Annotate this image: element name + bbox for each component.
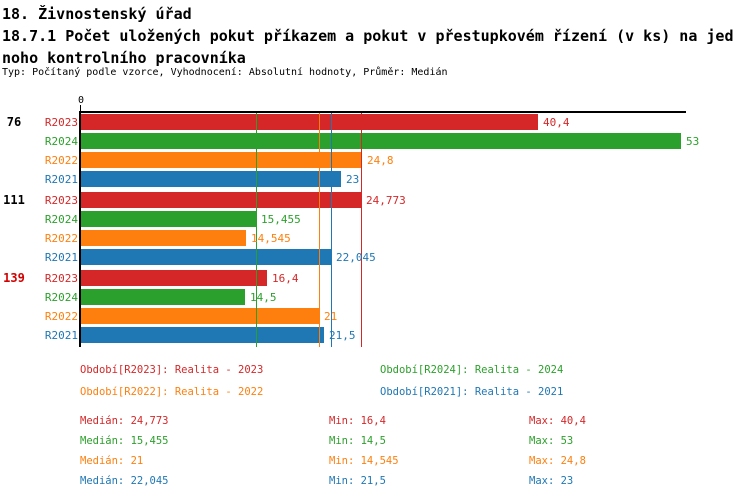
x-axis-line [80, 111, 686, 113]
legend-item-r2023: Období[R2023]: Realita - 2023 [80, 364, 264, 376]
category-label: 76 [6, 115, 22, 129]
bar [81, 249, 331, 265]
median-line [361, 113, 362, 347]
bar [81, 152, 362, 168]
bar-value-label: 15,455 [261, 213, 301, 226]
bar-value-label: 24,773 [366, 194, 406, 207]
bar-value-label: 24,8 [367, 154, 394, 167]
bar [81, 171, 341, 187]
series-row-label: R2021 [44, 329, 78, 342]
bar [81, 192, 361, 208]
bar-value-label: 22,045 [336, 251, 376, 264]
stat-median-r2021: Medián: 22,045 [80, 475, 169, 487]
bar-value-label: 53 [686, 135, 700, 148]
series-row-label: R2022 [44, 232, 78, 245]
axis-zero-tick [80, 105, 81, 111]
bar [81, 211, 256, 227]
bar [81, 230, 246, 246]
legend-item-r2022: Období[R2022]: Realita - 2022 [80, 386, 264, 398]
series-row-label: R2024 [44, 291, 78, 304]
series-row-label: R2022 [44, 154, 78, 167]
stat-median-r2023: Medián: 24,773 [80, 415, 169, 427]
series-row-label: R2024 [44, 213, 78, 226]
legend-item-r2021: Období[R2021]: Realita - 2021 [380, 386, 564, 398]
category-label: 139 [3, 271, 25, 285]
median-line [331, 113, 332, 347]
series-row-label: R2021 [44, 251, 78, 264]
bar [81, 327, 324, 343]
stat-max-r2021: Max: 23 [529, 475, 574, 487]
report-section-title: 18. Živnostenský úřad [2, 5, 192, 23]
series-row-label: R2023 [44, 116, 78, 129]
chart-meta-line: Typ: Počítaný podle vzorce, Vyhodnocení:… [2, 67, 448, 78]
stat-median-r2022: Medián: 21 [80, 455, 144, 467]
bar-value-label: 14,545 [251, 232, 291, 245]
bar-value-label: 21 [324, 310, 338, 323]
median-line [256, 113, 257, 347]
bar-value-label: 40,4 [543, 116, 570, 129]
series-row-label: R2023 [44, 272, 78, 285]
bar [81, 133, 681, 149]
stat-min-r2023: Min: 16,4 [329, 415, 386, 427]
bar [81, 289, 245, 305]
chart-title-line2: noho kontrolního pracovníka [2, 49, 246, 67]
series-row-label: R2022 [44, 310, 78, 323]
y-axis-line [79, 111, 81, 347]
axis-zero-label: 0 [77, 95, 85, 106]
bar-value-label: 16,4 [272, 272, 299, 285]
stat-max-r2022: Max: 24,8 [529, 455, 586, 467]
bar [81, 114, 538, 130]
stat-median-r2024: Medián: 15,455 [80, 435, 169, 447]
series-row-label: R2023 [44, 194, 78, 207]
category-label: 111 [3, 193, 25, 207]
chart-title-line1: 18.7.1 Počet uložených pokut příkazem a … [2, 27, 734, 45]
bar-value-label: 21,5 [329, 329, 356, 342]
stat-max-r2023: Max: 40,4 [529, 415, 586, 427]
series-row-label: R2021 [44, 173, 78, 186]
legend-item-r2024: Období[R2024]: Realita - 2024 [380, 364, 564, 376]
bar-value-label: 23 [346, 173, 360, 186]
median-line [319, 113, 320, 347]
stat-min-r2024: Min: 14,5 [329, 435, 386, 447]
stat-min-r2022: Min: 14,545 [329, 455, 399, 467]
bar [81, 308, 319, 324]
series-row-label: R2024 [44, 135, 78, 148]
bar-value-label: 14,5 [250, 291, 277, 304]
stat-min-r2021: Min: 21,5 [329, 475, 386, 487]
bar [81, 270, 267, 286]
stat-max-r2024: Max: 53 [529, 435, 574, 447]
